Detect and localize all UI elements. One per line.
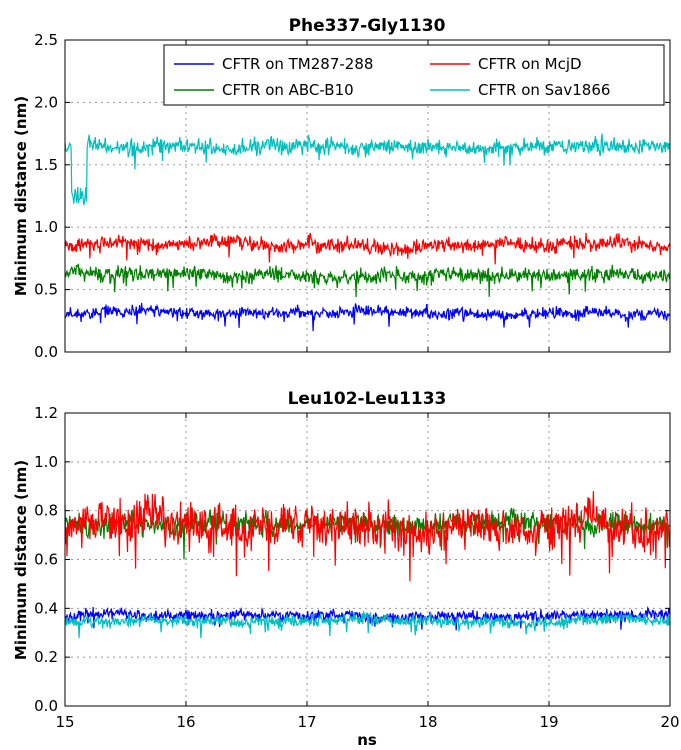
legend-box [163,44,665,106]
x-tick-label: 20 [660,713,679,731]
y-tick-label: 0.4 [34,599,58,617]
x-axis-label: ns [357,731,377,749]
panel-top: Phe337-Gly1130 0.0 0.5 1.0 1.5 2.0 2.5 Minimu… [12,16,671,361]
y-tick-label: 2.5 [34,31,58,49]
y-tick-label: 0.6 [34,551,58,569]
x-tick-label: 19 [539,713,558,731]
plot-frame-top [64,39,671,353]
series-line-cftr-on-tm287-288 [64,302,671,332]
x-tick-label: 15 [55,713,74,731]
y-tick-label: 1.0 [34,218,58,236]
x-tick-label: 18 [418,713,437,731]
legend-label-abcb10: CFTR on ABC-B10 [222,81,354,99]
chart-title-top: Phe337-Gly1130 [289,16,446,36]
series-line-cftr-on-abc-b10 [64,263,671,298]
y-tick-label: 1.2 [34,404,58,422]
legend-label-mcjd: CFTR on McjD [478,55,582,73]
y-axis-label-top: Minimum distance (nm) [12,96,30,296]
y-tick-label: 0.0 [34,343,58,361]
x-tick-label: 16 [176,713,195,731]
series-line-cftr-on-sav1866 [64,610,671,639]
legend-label-sav1866: CFTR on Sav1866 [478,81,610,99]
panel-bottom: Leu102-Leu1133 0.0 0.2 0.4 0.6 0.8 1.0 1.2 15 1… [12,389,680,749]
y-tick-label: 2.0 [34,93,58,111]
series-line-cftr-on-mcjd [64,491,671,582]
y-tick-label: 0.5 [34,281,58,299]
legend: CFTR on TM287-288 CFTR on McjD CFTR on A… [163,44,665,106]
series-line-cftr-on-sav1866 [64,133,671,206]
chart-title-bottom: Leu102-Leu1133 [288,389,447,409]
y-axis-label-bottom: Minimum distance (nm) [12,460,30,660]
y-tick-label: 0.8 [34,502,58,520]
y-tick-label: 1.0 [34,453,58,471]
series-line-cftr-on-mcjd [64,232,671,265]
y-tick-label: 0.0 [34,697,58,715]
legend-label-tm287: CFTR on TM287-288 [222,55,373,73]
x-tick-label: 17 [297,713,316,731]
y-tick-label: 0.2 [34,648,58,666]
y-tick-label: 1.5 [34,156,58,174]
